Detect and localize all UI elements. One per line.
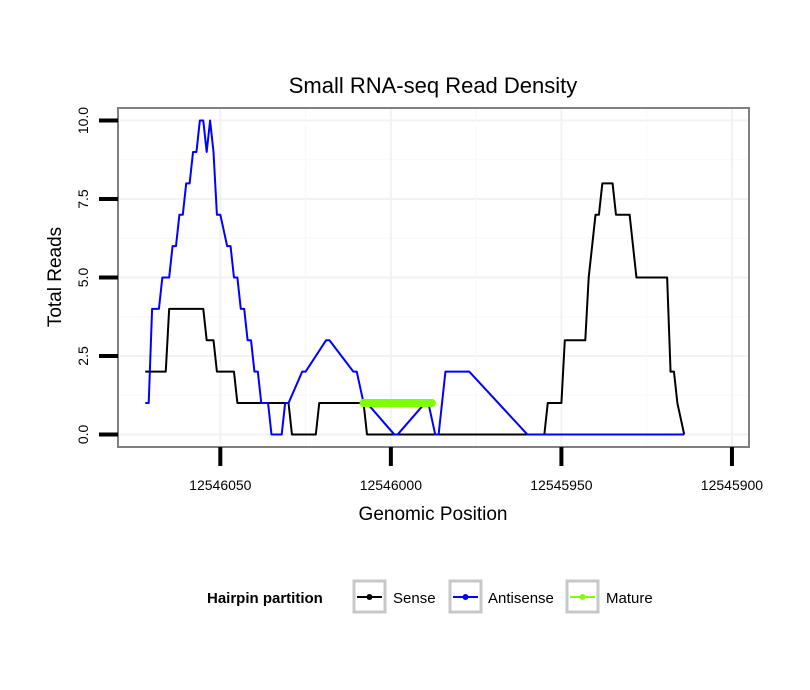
x-tick-label: 12546000 [360, 477, 423, 493]
x-tick-label: 12545950 [530, 477, 593, 493]
point-mature [386, 399, 395, 408]
x-axis-title: Genomic Position [359, 504, 508, 525]
x-tick-label: 12545900 [701, 477, 764, 493]
y-axis-title: Total Reads [45, 227, 66, 327]
legend-item-sense[interactable]: Sense [352, 579, 436, 614]
legend-point-antisense [462, 594, 469, 600]
x-axis: 12546050 12546000 12545950 12545900 [189, 447, 763, 493]
y-tick-label: 2.5 [75, 346, 91, 366]
x-tick-label: 12546050 [189, 477, 252, 493]
series-line-antisense [145, 119, 685, 436]
plot-area [117, 107, 750, 448]
point-mature [393, 399, 402, 408]
point-mature [420, 399, 429, 408]
legend-label-mature: Mature [606, 590, 653, 607]
point-mature [373, 399, 382, 408]
y-tick-label: 7.5 [75, 189, 91, 209]
y-tick-label: 5.0 [75, 268, 91, 288]
y-tick-label: 0.0 [75, 425, 91, 445]
chart-title: Small RNA-seq Read Density [289, 73, 578, 98]
legend-point-mature [579, 594, 586, 600]
point-mature [407, 399, 416, 408]
legend-item-antisense[interactable]: Antisense [448, 579, 554, 614]
legend: Hairpin partition Sense Antisense Mature [207, 579, 653, 614]
point-mature [359, 399, 368, 408]
y-tick-label: 10.0 [75, 107, 91, 134]
y-axis: 0.0 2.5 5.0 7.5 10.0 [75, 107, 118, 444]
point-mature [380, 399, 389, 408]
legend-item-mature[interactable]: Mature [565, 579, 653, 614]
point-mature [427, 399, 436, 408]
series-line-sense [145, 182, 686, 436]
legend-title: Hairpin partition [207, 590, 323, 607]
legend-label-sense: Sense [393, 590, 436, 607]
point-mature [366, 399, 375, 408]
legend-point-sense [366, 594, 373, 600]
point-mature [414, 399, 423, 408]
legend-label-antisense: Antisense [488, 590, 554, 607]
point-mature [400, 399, 409, 408]
series-layer [145, 119, 686, 436]
